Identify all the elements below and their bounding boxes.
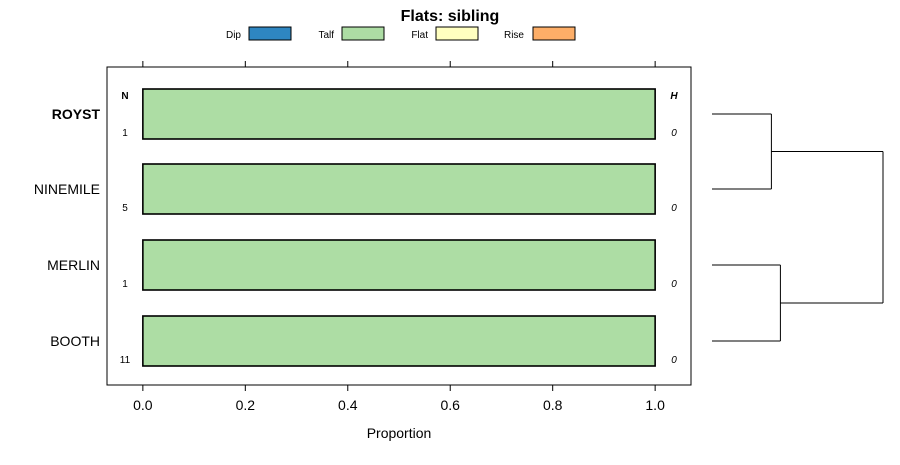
legend-label-flat: Flat — [411, 30, 428, 41]
category-label: NINEMILE — [34, 181, 100, 197]
n-value: 11 — [120, 355, 131, 366]
bar-rows: ROYST 1 0 NINEMILE 5 0 MERLIN 1 0 BOOTH 11 0 — [34, 88, 677, 367]
h-value: 0 — [671, 203, 677, 214]
bar-booth-talf — [142, 315, 656, 367]
legend-swatch-rise — [532, 26, 576, 41]
n-value: 1 — [122, 128, 128, 139]
h-value: 0 — [671, 279, 677, 290]
h-value: 0 — [671, 128, 677, 139]
n-value: 5 — [122, 203, 128, 214]
x-tick-label: 1.0 — [645, 397, 665, 413]
x-tick-label: 0.6 — [440, 397, 460, 413]
h-value: 0 — [671, 355, 677, 366]
bar-royst-talf — [142, 88, 656, 140]
x-tick-label: 0.2 — [236, 397, 256, 413]
category-label: MERLIN — [47, 257, 100, 273]
dendrogram — [712, 113, 884, 342]
plot-panel — [106, 66, 692, 386]
bar-merlin-talf — [142, 239, 656, 291]
category-label: BOOTH — [50, 333, 100, 349]
x-axis-label: Proportion — [367, 425, 432, 441]
x-tick-label: 0.0 — [133, 397, 153, 413]
legend-label-dip: Dip — [226, 30, 241, 41]
bar-ninemile-talf — [142, 163, 656, 215]
h-column-header: H — [670, 91, 678, 102]
legend-label-talf: Talf — [318, 30, 334, 41]
x-tick-label: 0.8 — [543, 397, 563, 413]
x-tick-label: 0.4 — [338, 397, 358, 413]
legend-swatch-dip — [248, 26, 292, 41]
n-column-header: N — [121, 91, 128, 102]
legend-swatch-talf — [341, 26, 385, 41]
chart-title: Flats: sibling — [401, 8, 500, 25]
legend-swatch-flat — [435, 26, 479, 41]
x-axis: 0.0 0.2 0.4 0.6 0.8 1.0 — [133, 385, 665, 413]
x-axis-top — [142, 61, 656, 67]
n-value: 1 — [122, 279, 128, 290]
legend-label-rise: Rise — [504, 30, 524, 41]
legend: Dip Talf Flat Rise — [226, 26, 576, 41]
category-label: ROYST — [52, 106, 101, 122]
